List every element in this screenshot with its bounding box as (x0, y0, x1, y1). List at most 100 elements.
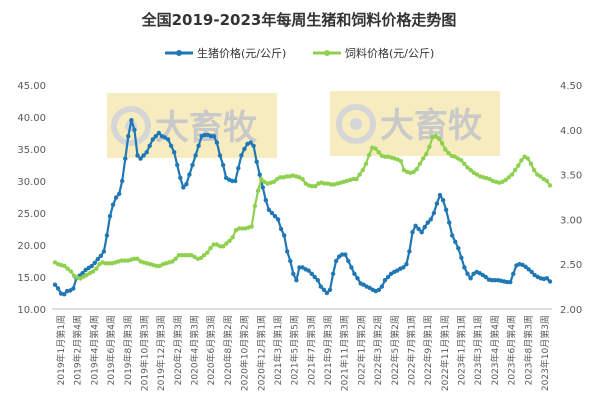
data-point-series-0 (447, 220, 452, 225)
data-point-series-1 (313, 184, 318, 189)
data-point-series-1 (186, 253, 191, 258)
data-point-series-0 (254, 159, 259, 164)
watermark-right: 大畜牧 (330, 91, 500, 156)
data-point-series-1 (284, 174, 289, 179)
data-point-series-0 (343, 252, 348, 257)
x-tick-label: 2022年3月第2周 (372, 315, 384, 385)
data-point-series-1 (465, 165, 470, 170)
data-point-series-1 (417, 161, 423, 166)
data-point-series-0 (135, 153, 140, 158)
x-tick-label: 2023年8月第3周 (522, 315, 534, 385)
data-point-series-1 (519, 158, 524, 163)
data-point-series-0 (190, 162, 195, 168)
data-point-series-1 (452, 154, 457, 159)
data-point-series-1 (189, 253, 194, 258)
data-point-series-1 (363, 161, 369, 166)
data-point-series-1 (224, 241, 229, 246)
y-left-tick-label: 25.00 (17, 209, 46, 220)
data-point-series-0 (110, 202, 116, 207)
data-point-series-0 (419, 230, 424, 235)
data-point-series-0 (440, 198, 446, 203)
data-point-series-0 (376, 287, 382, 292)
data-point-series-1 (322, 181, 327, 186)
y-left-tick-label: 45.00 (17, 81, 46, 92)
data-point-series-0 (324, 290, 330, 296)
data-point-series-1 (214, 242, 219, 247)
data-point-series-0 (101, 249, 107, 254)
y-right-tick-label: 3.50 (560, 171, 582, 182)
x-tick-label: 2021年5月第5周 (289, 315, 301, 385)
y-left-tick-label: 40.00 (17, 113, 46, 124)
x-tick-label: 2023年1月第1周 (456, 315, 468, 385)
data-point-series-0 (117, 191, 122, 196)
data-point-series-0 (407, 249, 412, 254)
data-point-series-0 (61, 292, 67, 297)
data-point-series-0 (318, 284, 323, 289)
data-point-series-0 (89, 263, 94, 269)
data-point-series-0 (453, 239, 458, 244)
data-point-series-1 (230, 235, 235, 240)
data-point-series-1 (240, 226, 245, 231)
data-point-series-1 (192, 254, 197, 260)
data-point-series-0 (306, 268, 311, 273)
data-point-series-0 (193, 153, 198, 158)
data-point-series-1 (474, 172, 480, 177)
x-tick-label: 2019年6月第4周 (105, 315, 117, 385)
data-point-series-1 (94, 266, 99, 271)
data-point-series-0 (113, 195, 119, 200)
data-point-series-1 (71, 273, 77, 278)
data-point-series-0 (483, 274, 488, 280)
data-point-series-1 (446, 150, 451, 156)
data-point-series-1 (535, 172, 540, 177)
data-point-series-1 (132, 256, 137, 261)
data-point-series-1 (262, 179, 267, 184)
data-point-series-1 (179, 253, 185, 258)
x-tick-label: 2023年6月第4周 (506, 315, 518, 385)
data-point-series-1 (357, 172, 362, 177)
legend-item-pig: 生猪价格(元/公斤) (165, 46, 286, 60)
data-point-series-0 (382, 278, 388, 283)
data-point-series-1 (351, 176, 356, 182)
data-point-series-0 (123, 156, 128, 161)
data-point-series-0 (55, 286, 61, 291)
watermark-left: 大畜牧 (107, 93, 277, 158)
y-right-tick-label: 3.00 (560, 215, 582, 226)
data-point-series-1 (503, 177, 508, 183)
data-point-series-1 (360, 167, 365, 173)
data-point-series-1 (221, 244, 226, 249)
data-point-series-1 (512, 167, 518, 173)
data-point-series-0 (208, 134, 213, 139)
data-point-series-0 (196, 143, 201, 148)
data-point-series-0 (462, 265, 467, 270)
data-point-series-0 (220, 162, 226, 168)
data-point-series-1 (62, 263, 67, 269)
legend-label-feed: 饲料价格(元/公斤) (345, 46, 434, 60)
data-point-series-0 (138, 156, 143, 161)
data-point-series-0 (309, 271, 314, 276)
data-point-series-1 (297, 175, 302, 180)
data-point-series-0 (321, 287, 327, 292)
data-point-series-1 (506, 175, 511, 180)
data-point-series-0 (80, 271, 85, 276)
data-point-series-0 (150, 137, 155, 142)
data-point-series-1 (135, 256, 140, 261)
data-point-series-0 (544, 276, 550, 281)
data-point-series-0 (98, 253, 104, 259)
data-point-series-0 (529, 269, 534, 275)
data-point-series-1 (382, 154, 388, 159)
data-point-series-0 (272, 214, 278, 219)
data-point-series-0 (156, 130, 162, 136)
data-point-series-0 (355, 276, 360, 281)
x-tick-label: 2021年9月第3周 (322, 315, 334, 385)
data-point-series-0 (120, 178, 125, 184)
data-point-series-1 (309, 184, 315, 189)
data-point-series-1 (427, 144, 432, 149)
data-point-series-1 (468, 167, 473, 173)
data-point-series-0 (333, 258, 339, 264)
data-point-series-1 (373, 146, 378, 151)
x-tick-label: 2019年4月第4周 (88, 315, 100, 385)
data-point-series-1 (122, 258, 128, 263)
data-point-series-0 (425, 220, 430, 225)
data-point-series-0 (508, 279, 513, 285)
data-point-series-1 (436, 136, 442, 141)
